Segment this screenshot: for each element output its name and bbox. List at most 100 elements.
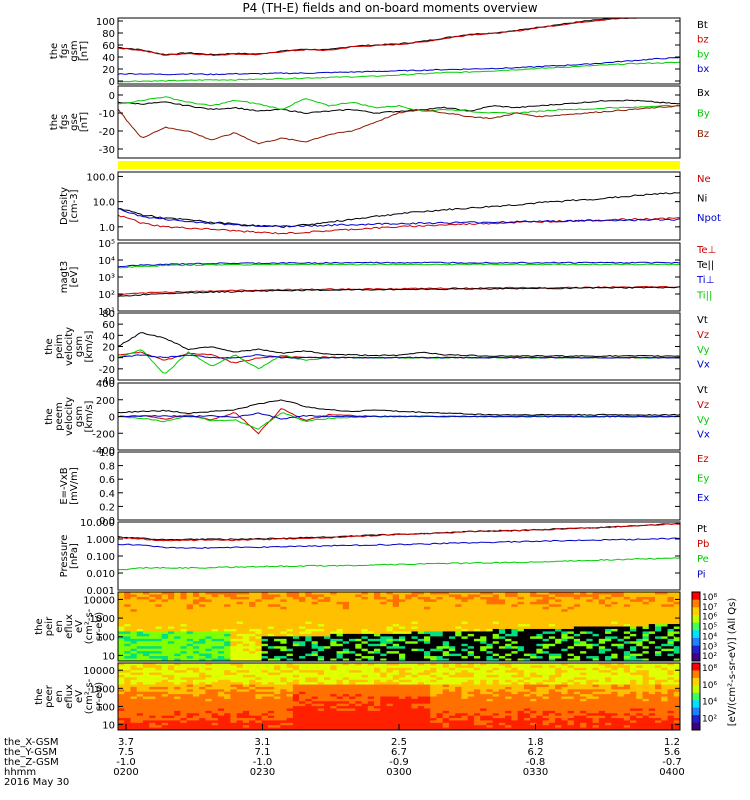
spectrogram-cell (617, 604, 625, 608)
spectrogram-cell (511, 653, 519, 657)
spectrogram-cell (473, 606, 481, 610)
spectrogram-cell (280, 626, 287, 630)
spectrogram-cell (149, 710, 156, 714)
spectrogram-cell (573, 648, 581, 652)
spectrogram-cell (467, 667, 475, 671)
spectrogram-cell (436, 641, 444, 645)
spectrogram-cell (511, 648, 519, 652)
spectrogram-cell (380, 727, 387, 731)
spectrogram-cell (442, 604, 450, 608)
spectrogram-cell (417, 633, 425, 637)
spectrogram-cell (573, 710, 581, 714)
spectrogram-cell (330, 682, 337, 685)
spectrogram-cell (224, 691, 231, 695)
spectrogram-cell (423, 727, 431, 731)
spectrogram-cell (405, 641, 412, 645)
spectrogram-cell (542, 722, 550, 726)
spectrogram-cell (505, 641, 512, 645)
spectrogram-cell (199, 594, 206, 598)
spectrogram-cell (542, 626, 550, 630)
spectrogram-cell (230, 643, 238, 647)
spectrogram-cell (586, 725, 593, 728)
spectrogram-cell (330, 631, 337, 635)
spectrogram-cell (186, 653, 194, 657)
spectrogram-cell (280, 670, 287, 673)
spectrogram-cell (586, 628, 593, 632)
spectrogram-cell (630, 626, 637, 630)
spectrogram-cell (305, 641, 312, 645)
spectrogram-cell (217, 691, 225, 695)
spectrogram-cell (286, 727, 294, 731)
spectrogram-cell (511, 718, 519, 721)
spectrogram-cell (180, 643, 188, 647)
spectrogram-cell (280, 609, 287, 613)
spectrogram-cell (436, 601, 444, 605)
spectrogram-cell (486, 679, 494, 683)
spectrogram-cell (523, 665, 531, 669)
spectrogram-cell (286, 609, 294, 613)
spectrogram-cell (205, 641, 213, 645)
spectrogram-cell (492, 698, 500, 702)
spectrogram-cell (492, 720, 500, 724)
spectrogram-cell (180, 611, 188, 615)
spectrogram-cell (630, 658, 637, 662)
spectrogram-cell (267, 646, 275, 650)
spectrogram-cell (236, 708, 244, 712)
spectrogram-cell (361, 651, 369, 654)
spectrogram-cell (480, 638, 487, 642)
spectrogram-cell (498, 648, 506, 652)
spectrogram-cell (536, 651, 544, 654)
spectrogram-cell (124, 674, 131, 678)
spectrogram-cell (199, 638, 206, 642)
spectrogram-cell (580, 621, 587, 625)
spectrogram-cell (355, 670, 362, 673)
spectrogram-cell (573, 614, 581, 618)
spectrogram-cell (380, 722, 387, 726)
spectrogram-cell (149, 592, 156, 595)
spectrogram-cell (149, 684, 156, 688)
spectrogram-cell (261, 718, 269, 721)
spectrogram-cell (255, 708, 263, 712)
spectrogram-cell (480, 651, 487, 654)
spectrogram-cell (380, 710, 387, 714)
y-axis-label: peir (44, 616, 55, 636)
spectrogram-cell (305, 708, 312, 712)
spectrogram-cell (442, 698, 450, 702)
legend-entry: Bz (697, 129, 709, 140)
spectrogram-cell (399, 706, 406, 709)
spectrogram-cell (236, 631, 244, 635)
spectrogram-cell (124, 710, 131, 714)
spectrogram-cell (367, 701, 375, 705)
spectrogram-cell (374, 626, 381, 630)
spectrogram-cell (511, 677, 519, 681)
spectrogram-cell (623, 594, 631, 598)
spectrogram-cell (274, 703, 281, 707)
spectrogram-cell (261, 670, 269, 673)
spectrogram-cell (405, 679, 412, 683)
spectrogram-cell (242, 624, 250, 627)
y-tick-label: 100 (96, 17, 115, 28)
spectrogram-cell (205, 696, 213, 700)
spectrogram-cell (536, 670, 544, 673)
spectrogram-cell (411, 727, 419, 731)
spectrogram-cell (367, 604, 375, 608)
spectrogram-cell (473, 624, 481, 627)
spectrogram-cell (667, 614, 675, 618)
spectrogram-cell (530, 686, 537, 690)
spectrogram-cell (174, 606, 181, 610)
spectrogram-cell (586, 706, 593, 709)
spectrogram-cell (605, 694, 612, 697)
spectrogram-cell (598, 679, 606, 683)
spectrogram-cell (536, 706, 544, 709)
spectrogram-cell (505, 725, 512, 728)
spectrogram-cell (355, 648, 362, 652)
spectrogram-cell (392, 601, 400, 605)
spectrogram-cell (199, 665, 206, 669)
spectrogram-cell (411, 592, 419, 595)
spectrogram-cell (542, 624, 550, 627)
spectrogram-cell (292, 616, 300, 620)
spectrogram-cell (174, 696, 181, 700)
spectrogram-cell (199, 691, 206, 695)
spectrogram-cell (236, 614, 244, 618)
spectrogram-cell (336, 633, 344, 637)
